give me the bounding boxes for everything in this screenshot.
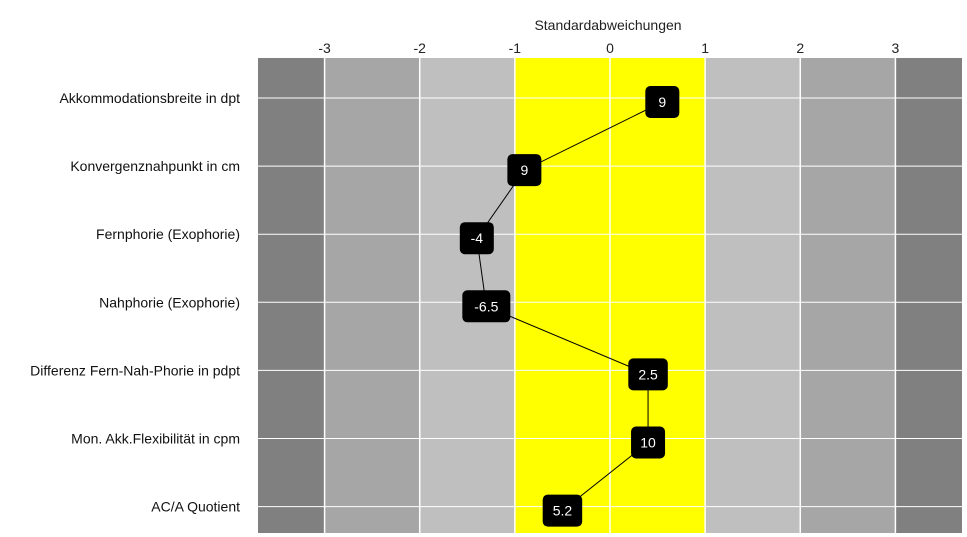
x-tick-label-2: -1	[509, 40, 522, 56]
row-label-4: Differenz Fern-Nah-Phorie in pdpt	[30, 362, 240, 378]
x-tick-label-6: 3	[892, 40, 900, 56]
x-tick-label-3: 0	[606, 40, 614, 56]
x-axis-ticks: -3 -2 -1 0 1 2 3	[318, 40, 899, 56]
data-point-6	[542, 494, 583, 527]
band-0	[258, 58, 325, 533]
gridlines	[258, 58, 962, 533]
band-1	[324, 58, 420, 533]
data-point-3	[462, 290, 511, 323]
data-point-1	[507, 154, 542, 187]
band-6	[895, 58, 962, 533]
row-label-6: AC/A Quotient	[151, 499, 240, 515]
data-label-6: 5.2	[553, 503, 573, 519]
data-label-3: -6.5	[474, 298, 498, 314]
data-label-0: 9	[658, 94, 666, 110]
data-point-4	[628, 358, 668, 391]
data-point-2	[459, 222, 494, 255]
row-label-2: Fernphorie (Exophorie)	[96, 226, 240, 242]
row-label-3: Nahphorie (Exophorie)	[99, 294, 240, 310]
x-axis-title: Standardabweichungen	[534, 17, 681, 33]
data-point-0	[645, 86, 680, 118]
band-5	[800, 58, 896, 533]
x-tick-label-5: 2	[796, 40, 804, 56]
data-labels: 9 9 -4 -6.5 2.5 10 5.2	[459, 86, 680, 527]
row-label-1: Konvergenznahpunkt in cm	[70, 158, 240, 174]
x-tick-label-1: -2	[414, 40, 427, 56]
x-tick-label-0: -3	[318, 40, 331, 56]
row-labels: Akkommodationsbreite in dpt Konvergenznah…	[30, 90, 240, 515]
data-label-4: 2.5	[638, 366, 658, 382]
data-point-5	[631, 426, 666, 459]
band-4	[705, 58, 801, 533]
data-label-2: -4	[471, 230, 484, 246]
data-label-1: 9	[520, 162, 528, 178]
x-tick-label-4: 1	[701, 40, 709, 56]
data-label-5: 10	[640, 435, 656, 451]
row-label-5: Mon. Akk.Flexibilität in cpm	[71, 431, 240, 447]
row-label-0: Akkommodationsbreite in dpt	[59, 90, 240, 106]
